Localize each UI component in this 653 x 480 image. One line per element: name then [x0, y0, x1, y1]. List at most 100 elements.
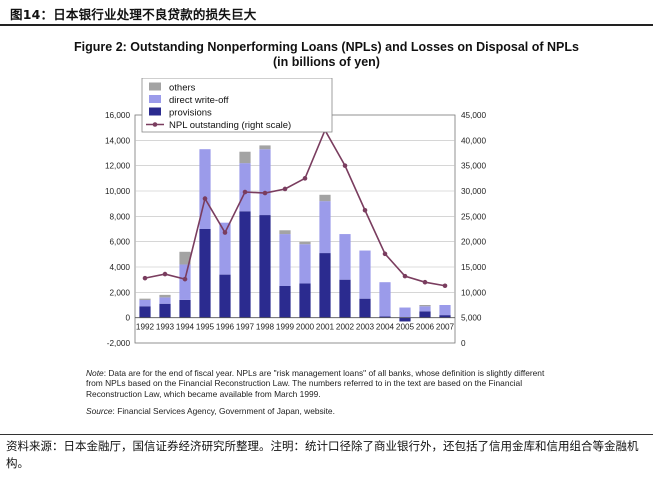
source-label: Source — [86, 406, 113, 416]
npl-point — [382, 251, 388, 257]
report-title: 图14：日本银行业处理不良贷款的损失巨大 — [10, 7, 257, 22]
x-tick-label: 2004 — [376, 323, 395, 332]
npl-point — [222, 230, 228, 235]
source-text: : Financial Services Agency, Government … — [112, 406, 335, 416]
y-right-tick-label: 10,000 — [461, 288, 486, 297]
npl-chart: -2,000 0 2,000 4,000 6,000 8,000 10,000 12,000 1… — [105, 78, 486, 348]
bar-others — [159, 294, 171, 298]
legend-swatch — [149, 82, 161, 91]
bar-direct-write-off — [439, 305, 451, 316]
y-left-tick-label: 2,000 — [110, 288, 131, 297]
npl-point — [422, 279, 428, 285]
x-tick-label: 1999 — [276, 323, 295, 332]
bar-provisions — [279, 286, 291, 318]
bar-others — [299, 241, 311, 245]
chart-source: Source: Financial Services Agency, Gover… — [86, 406, 556, 416]
bar-provisions — [139, 306, 151, 318]
legend-swatch-marker — [152, 122, 158, 127]
bar-provisions — [159, 303, 171, 318]
bar-provisions — [179, 299, 191, 318]
npl-point — [182, 276, 188, 282]
npl-point — [282, 186, 288, 192]
npl-line — [144, 128, 446, 287]
y-left-tick-label: 10,000 — [105, 187, 130, 196]
bar-provisions — [439, 315, 451, 318]
y-left-tick-label: 6,000 — [110, 238, 131, 247]
x-tick-label: 2006 — [416, 323, 435, 332]
legend-label: direct write-off — [169, 95, 229, 106]
npl-point — [362, 207, 368, 213]
top-divider — [0, 24, 653, 26]
bar-others — [319, 194, 331, 202]
bar-direct-write-off — [139, 299, 151, 307]
bar-provisions — [199, 229, 211, 318]
bar-direct-write-off — [379, 282, 391, 317]
npl-point — [142, 275, 148, 281]
npl-point — [162, 271, 168, 277]
bar-direct-write-off — [319, 201, 331, 254]
x-tick-label: 1995 — [196, 323, 215, 332]
legend-label: others — [169, 83, 196, 94]
x-tick-label: 1994 — [176, 323, 195, 332]
note-label: Note — [86, 368, 104, 378]
chart-note: Note: Data are for the end of fiscal yea… — [86, 368, 556, 399]
y-right-tick-label: 15,000 — [461, 263, 486, 272]
y-right-tick-label: 5,000 — [461, 314, 482, 323]
x-tick-label: 1996 — [216, 323, 235, 332]
bar-direct-write-off — [279, 234, 291, 286]
bar-direct-write-off — [159, 297, 171, 304]
bar-others — [419, 305, 431, 307]
note-text: : Data are for the end of fiscal year. N… — [86, 368, 545, 399]
figure-title-line2: (in billions of yen) — [273, 55, 380, 69]
bar-provisions — [219, 274, 231, 318]
npl-point — [442, 283, 448, 289]
bar-direct-write-off — [299, 244, 311, 284]
legend-swatch — [149, 107, 161, 116]
y-left-tick-label: 14,000 — [105, 136, 130, 145]
x-tick-label: 2007 — [436, 323, 455, 332]
bar-direct-write-off — [399, 307, 411, 318]
bar-direct-write-off — [179, 264, 191, 300]
legend-box — [141, 78, 333, 133]
legend-swatch — [149, 95, 161, 103]
bar-direct-write-off — [259, 149, 271, 216]
npl-point — [342, 163, 348, 168]
x-tick-label: 2001 — [316, 323, 335, 332]
y-left-tick-label: 12,000 — [105, 162, 130, 171]
x-tick-label: 1997 — [236, 323, 255, 332]
figure-title: Figure 2: Outstanding Nonperforming Loan… — [30, 40, 623, 70]
y-right-tick-label: 40,000 — [461, 136, 486, 145]
bottom-divider — [0, 434, 653, 435]
bar-provisions — [239, 211, 251, 318]
npl-point — [402, 273, 408, 279]
x-tick-label: 2003 — [356, 323, 375, 332]
bar-others — [259, 145, 271, 150]
bar-direct-write-off — [419, 306, 431, 312]
bar-others — [279, 230, 291, 235]
x-tick-label: 2005 — [396, 323, 415, 332]
bar-provisions — [359, 298, 371, 318]
npl-point — [202, 196, 208, 201]
y-left-tick-label: -2,000 — [107, 339, 131, 348]
bar-provisions — [379, 316, 391, 318]
x-tick-label: 2002 — [336, 323, 355, 332]
bar-provisions — [299, 283, 311, 318]
bar-direct-write-off — [199, 149, 211, 229]
y-right-tick-label: 25,000 — [461, 212, 486, 221]
legend-label: NPL outstanding (right scale) — [169, 120, 291, 131]
bar-others — [239, 151, 251, 164]
y-right-tick-label: 45,000 — [461, 111, 486, 120]
npl-point — [242, 189, 248, 195]
figure-title-line1: Figure 2: Outstanding Nonperforming Loan… — [74, 40, 579, 54]
x-tick-label: 1993 — [156, 323, 175, 332]
bar-provisions — [419, 311, 431, 318]
y-left-tick-label: 16,000 — [105, 111, 130, 120]
npl-point — [302, 176, 308, 181]
bar-others — [179, 251, 191, 265]
y-right-tick-label: 35,000 — [461, 162, 486, 171]
legend-label: provisions — [169, 108, 212, 119]
y-right-tick-label: 30,000 — [461, 187, 486, 196]
y-right-tick-label: 0 — [461, 339, 466, 348]
npl-point — [262, 190, 268, 196]
bar-provisions — [399, 317, 411, 322]
